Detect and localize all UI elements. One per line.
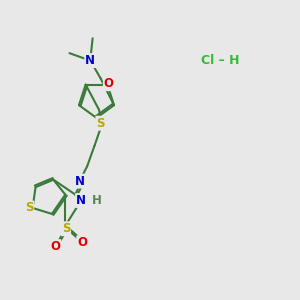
Text: H: H — [92, 194, 101, 207]
Text: Cl – H: Cl – H — [200, 54, 239, 67]
Text: N: N — [85, 54, 95, 67]
Text: N: N — [76, 194, 86, 207]
Text: S: S — [61, 222, 70, 235]
Text: O: O — [104, 77, 114, 90]
Text: S: S — [25, 202, 33, 214]
Text: O: O — [50, 240, 61, 253]
Text: N: N — [75, 175, 85, 188]
Text: O: O — [77, 236, 87, 249]
Text: S: S — [96, 117, 105, 130]
